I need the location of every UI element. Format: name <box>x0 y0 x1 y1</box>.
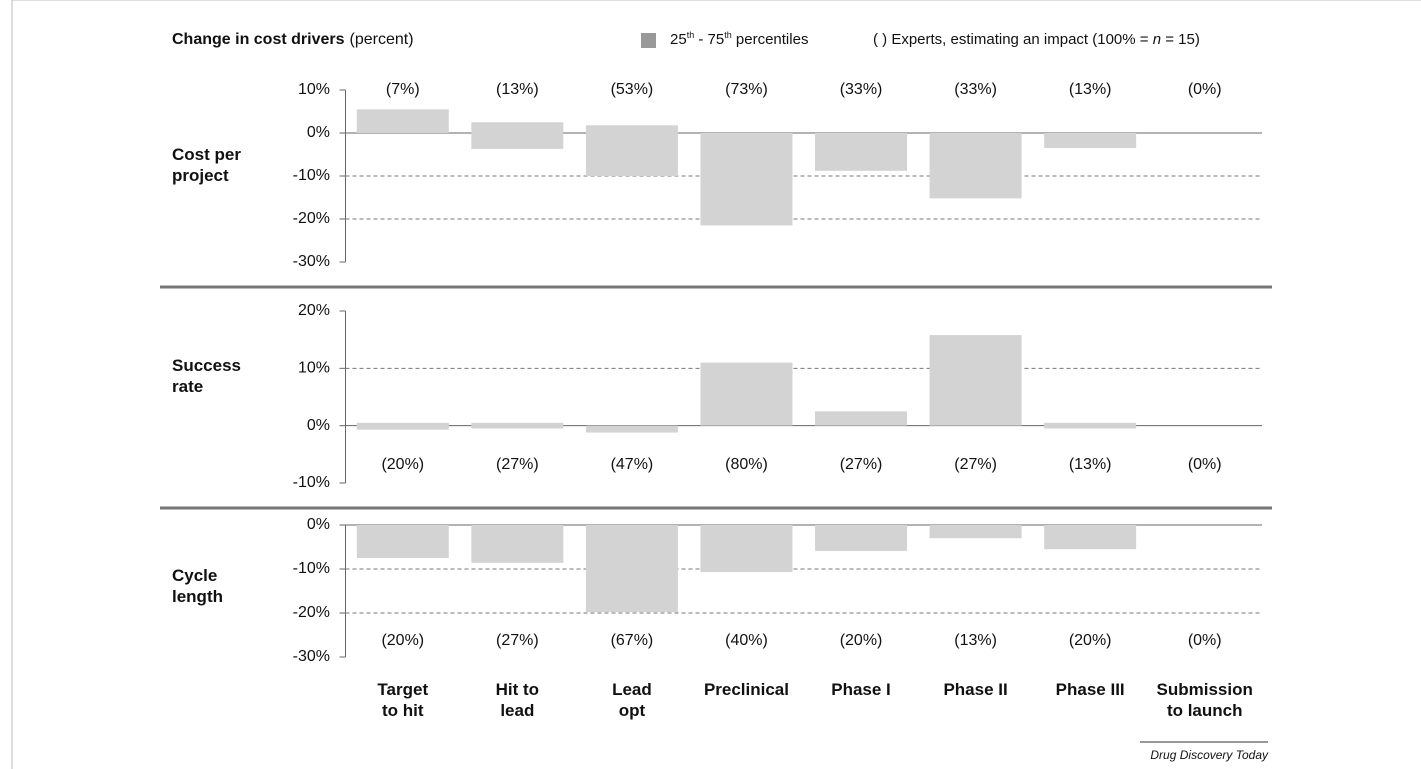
x-tick-label: Lead opt <box>612 680 652 720</box>
expert-label: (33%) <box>954 81 997 98</box>
y-tick-label: -10% <box>293 560 330 577</box>
y-tick-label: 10% <box>298 360 330 377</box>
range-bar <box>471 422 564 429</box>
x-tick-label: Submission to launch <box>1156 680 1253 720</box>
expert-label: (47%) <box>611 456 654 473</box>
y-tick-label: 0% <box>307 124 330 141</box>
range-bar <box>929 335 1022 426</box>
x-tick-label: Phase III <box>1055 680 1125 699</box>
legend-experts: ( ) Experts, estimating an impact (100% … <box>873 31 1200 48</box>
expert-label: (73%) <box>725 81 768 98</box>
expert-label: (53%) <box>611 81 654 98</box>
range-bar <box>471 122 564 149</box>
y-tick-label: 20% <box>298 302 330 319</box>
x-tick-label: Preclinical <box>703 680 789 699</box>
expert-label: (13%) <box>1069 456 1112 473</box>
range-bar <box>815 525 908 551</box>
range-bar <box>356 422 449 430</box>
range-bar <box>929 525 1022 539</box>
expert-label: (33%) <box>840 81 883 98</box>
y-tick-label: -20% <box>293 210 330 227</box>
expert-label: (20%) <box>381 632 424 649</box>
y-tick-label: -20% <box>293 604 330 621</box>
range-bar <box>585 125 678 176</box>
row-label: Success rate <box>172 356 241 396</box>
y-tick-label: 10% <box>298 81 330 98</box>
legend-range: 25th - 75th percentiles <box>670 30 808 48</box>
expert-label: (27%) <box>954 456 997 473</box>
range-bar <box>929 133 1022 199</box>
range-bar <box>1044 133 1137 149</box>
source: Drug Discovery Today <box>1150 748 1269 762</box>
expert-label: (0%) <box>1188 81 1222 98</box>
x-tick-label: Hit to lead <box>495 680 540 720</box>
range-bar <box>1044 422 1137 429</box>
expert-label: (20%) <box>381 456 424 473</box>
expert-label: (80%) <box>725 456 768 473</box>
x-tick-label: Target to hit <box>377 680 429 720</box>
expert-label: (13%) <box>1069 81 1112 98</box>
range-bar <box>356 109 449 133</box>
expert-label: (13%) <box>496 81 539 98</box>
expert-label: (40%) <box>725 632 768 649</box>
range-bar <box>1044 525 1137 550</box>
y-tick-label: -30% <box>293 648 330 665</box>
range-bar <box>700 525 793 573</box>
row-label: Cycle length <box>172 566 223 606</box>
range-bar <box>700 362 793 426</box>
expert-label: (20%) <box>1069 632 1112 649</box>
expert-label: (67%) <box>611 632 654 649</box>
y-tick-label: -30% <box>293 253 330 270</box>
y-tick-label: 0% <box>307 417 330 434</box>
expert-label: (13%) <box>954 632 997 649</box>
expert-label: (0%) <box>1188 456 1222 473</box>
y-tick-label: -10% <box>293 167 330 184</box>
expert-label: (20%) <box>840 632 883 649</box>
expert-label: (27%) <box>496 456 539 473</box>
chart-title: Change in cost drivers (percent) <box>172 31 414 48</box>
expert-label: (27%) <box>840 456 883 473</box>
x-tick-label: Phase I <box>831 680 891 699</box>
expert-label: (0%) <box>1188 632 1222 649</box>
expert-label: (7%) <box>386 81 420 98</box>
range-bar <box>585 525 678 613</box>
y-tick-label: -10% <box>293 474 330 491</box>
range-bar <box>356 525 449 558</box>
range-bar <box>700 133 793 226</box>
y-tick-label: 0% <box>307 516 330 533</box>
frame <box>11 0 1421 769</box>
expert-label: (27%) <box>496 632 539 649</box>
x-tick-label: Phase II <box>943 680 1008 699</box>
range-bar <box>815 411 908 426</box>
range-bar <box>815 133 908 171</box>
legend-swatch <box>641 33 656 48</box>
range-bar <box>585 425 678 433</box>
range-bar <box>471 525 564 563</box>
row-label: Cost per project <box>172 145 241 185</box>
